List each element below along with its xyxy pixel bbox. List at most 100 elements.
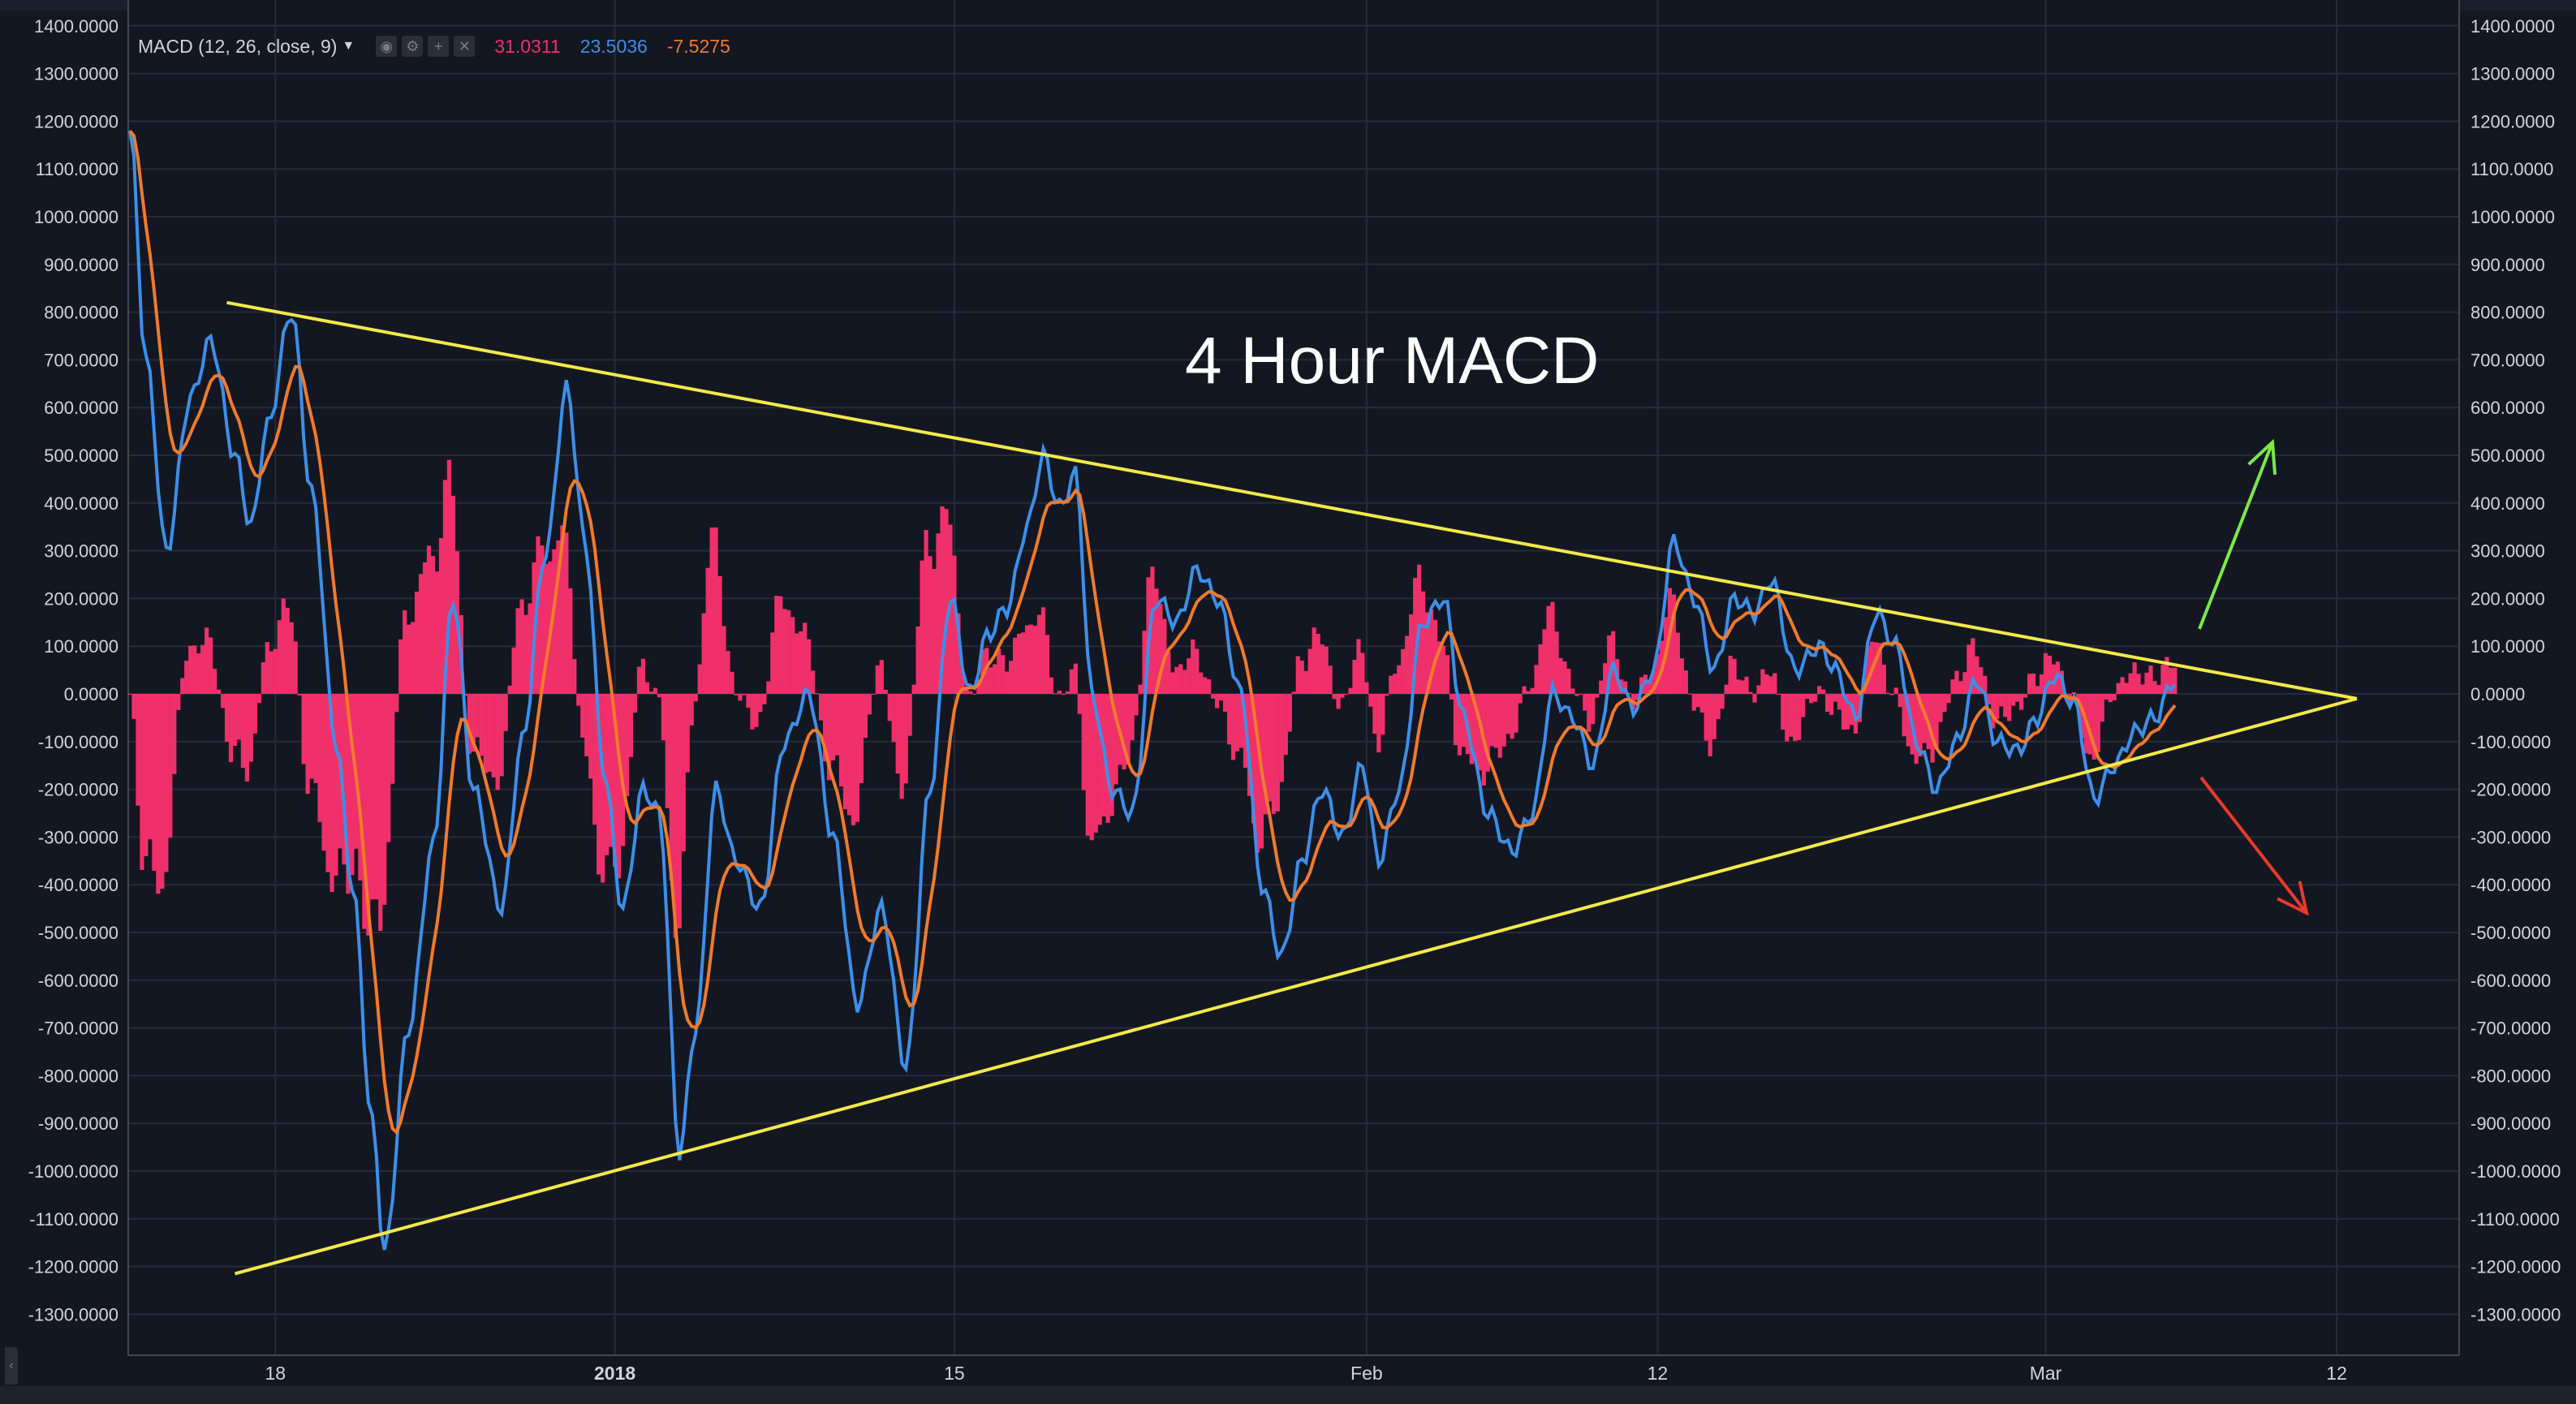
histogram-bar (1187, 658, 1191, 694)
histogram-bar (936, 533, 941, 694)
x-tick-label: Feb (1350, 1363, 1383, 1384)
histogram-bar (140, 694, 144, 871)
histogram-bar (1032, 626, 1038, 694)
histogram-bar (1283, 694, 1288, 756)
y-tick-label-left: -1100.0000 (29, 1209, 118, 1230)
histogram-bar (1045, 635, 1050, 694)
histogram-bar (394, 694, 399, 713)
histogram-bar (1785, 694, 1790, 742)
histogram-bar (972, 694, 977, 695)
histogram-bar (1845, 694, 1850, 730)
histogram-bar (1457, 694, 1462, 756)
histogram-bar (196, 653, 201, 694)
histogram-bar (450, 495, 455, 694)
histogram-value: -7.5275 (666, 35, 730, 57)
histogram-bar (495, 694, 500, 790)
histogram-bar (2027, 674, 2032, 694)
histogram-bar (1328, 665, 1333, 694)
histogram-bar (1922, 694, 1927, 743)
histogram-bar (1995, 694, 2000, 719)
histogram-bar (956, 613, 961, 694)
chevron-down-icon[interactable]: ▼ (342, 39, 355, 53)
indicator-label[interactable]: MACD (12, 26, close, 9) (138, 35, 338, 57)
histogram-bar (511, 647, 516, 694)
y-tick-label-left: -1300.0000 (28, 1304, 118, 1324)
histogram-bar (920, 560, 924, 694)
histogram-bar (2043, 652, 2048, 694)
histogram-bar (1320, 644, 1325, 694)
histogram-bar (1109, 694, 1114, 816)
histogram-bar (774, 596, 779, 694)
x-tick-label: Mar (2030, 1363, 2062, 1384)
histogram-bar (289, 622, 294, 694)
histogram-bar (1255, 694, 1260, 853)
histogram-bar (1344, 694, 1349, 695)
histogram-bar (1898, 694, 1902, 708)
histogram-bar (697, 664, 702, 694)
histogram-bar (1942, 694, 1947, 713)
histogram-bar (212, 669, 218, 694)
histogram-bar (1332, 694, 1337, 700)
histogram-bar (442, 480, 448, 694)
y-tick-label-right: 1200.0000 (2470, 111, 2555, 131)
histogram-bar (705, 567, 710, 694)
histogram-bar (689, 694, 694, 726)
close-icon[interactable]: ✕ (454, 36, 476, 57)
histogram-bar (536, 536, 541, 694)
histogram-bar (2144, 672, 2149, 694)
histogram-bar (382, 694, 387, 905)
histogram-bar (907, 694, 912, 736)
histogram-bar (1530, 687, 1535, 694)
histogram-bar (244, 694, 250, 782)
histogram-bar (1445, 655, 1450, 694)
histogram-bar (842, 694, 848, 810)
histogram-bar (1477, 694, 1482, 771)
histogram-bar (1987, 694, 1992, 704)
histogram-bar (1833, 694, 1838, 702)
gear-icon[interactable]: ⚙ (402, 36, 424, 57)
histogram-bar (989, 667, 993, 694)
histogram-bar (1506, 694, 1510, 734)
eye-icon[interactable]: ◉ (376, 36, 398, 57)
histogram-bar (681, 694, 686, 852)
histogram-bar (1821, 689, 1826, 694)
histogram-bar (2096, 694, 2100, 752)
down-arrow (2199, 776, 2309, 916)
histogram-bar (1069, 669, 1074, 694)
histogram-bar (358, 694, 363, 881)
histogram-bar (430, 556, 436, 694)
histogram-bar (588, 694, 593, 779)
histogram-bar (370, 694, 375, 900)
histogram-bar (1049, 677, 1054, 694)
histogram-bar (1368, 694, 1373, 707)
bottom-bar (0, 1386, 2576, 1404)
histogram-bar (1230, 694, 1236, 760)
histogram-bar (1979, 667, 1984, 694)
histogram-bar (628, 694, 634, 757)
histogram-bar (285, 607, 290, 694)
histogram-bar (1409, 614, 1414, 694)
histogram-bar (673, 694, 678, 938)
histogram-bar (822, 694, 828, 762)
histogram-bar (1134, 694, 1139, 716)
histogram-bar (738, 694, 743, 701)
histogram-bar (1651, 670, 1656, 694)
y-tick-label-left: 1400.0000 (34, 16, 118, 37)
histogram-bar (1376, 694, 1381, 753)
histogram-bar (648, 691, 654, 694)
plus-icon[interactable]: + (428, 36, 450, 57)
y-tick-label-right: -600.0000 (2470, 971, 2551, 991)
histogram-bar (1009, 661, 1014, 694)
histogram-bar (325, 694, 330, 872)
histogram-bar (1950, 679, 1955, 694)
histogram-bar (127, 694, 132, 695)
histogram-bar (1226, 694, 1232, 745)
histogram-bar (1263, 694, 1268, 815)
y-tick-label-left: -1000.0000 (28, 1161, 118, 1182)
histogram-bar (1587, 694, 1592, 732)
histogram-bar (156, 694, 161, 894)
histogram-bar (277, 620, 282, 694)
chevron-left-icon[interactable]: ‹ (5, 1347, 18, 1385)
histogram-bar (1732, 658, 1737, 694)
